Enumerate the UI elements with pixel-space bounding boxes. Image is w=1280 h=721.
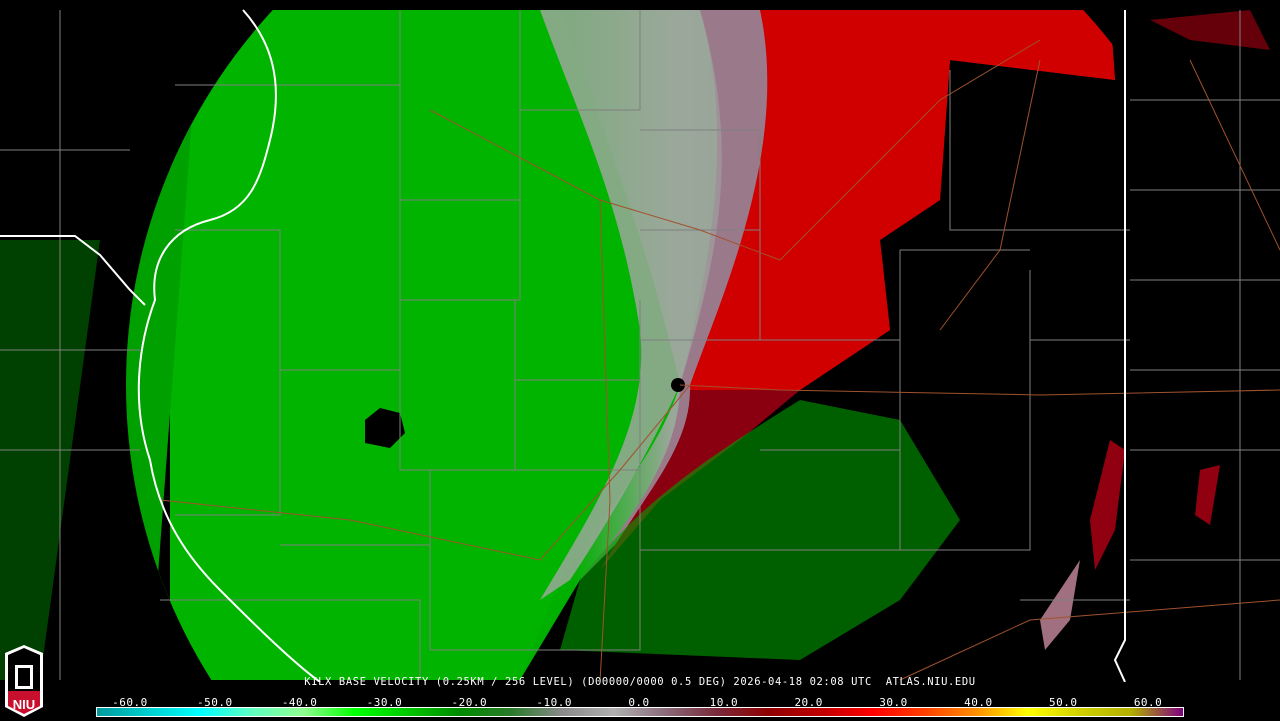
legend-tick-label: 0.0 <box>628 696 650 709</box>
legend-tick-label: -30.0 <box>366 696 403 709</box>
county-lines <box>0 10 1280 680</box>
legend-tick-label: 40.0 <box>964 696 993 709</box>
legend-tick-label: 30.0 <box>879 696 908 709</box>
legend-tick-label: 20.0 <box>794 696 823 709</box>
legend-tick-label: 10.0 <box>709 696 739 709</box>
legend-tick-label: -20.0 <box>451 696 488 709</box>
legend-tick-label: -40.0 <box>281 696 318 709</box>
inbound-region <box>130 10 680 680</box>
radar-site-marker <box>671 378 685 392</box>
inbound-speckle-region <box>560 400 960 660</box>
legend-tick-label: -50.0 <box>196 696 233 709</box>
radar-velocity-map[interactable] <box>0 0 1280 682</box>
outbound-region <box>690 10 1115 470</box>
velocity-color-scale <box>96 707 1184 717</box>
highways <box>159 39 1280 682</box>
legend-tick-label: -60.0 <box>112 696 148 709</box>
state-boundaries <box>0 9 1126 682</box>
legend-ticks: -60.0 -50.0 -40.0 -30.0 -20.0 -10.0 0.0 10.0 20.… <box>0 696 1280 709</box>
niu-tower-logo-icon: NIU <box>5 645 43 717</box>
niu-logo: NIU <box>3 645 45 717</box>
legend-tick-label: 60.0 <box>1133 696 1163 709</box>
logo-text: NIU <box>13 697 35 712</box>
product-caption: KILX BASE VELOCITY (0.25KM / 256 LEVEL) … <box>304 676 976 688</box>
legend-tick-label: 50.0 <box>1048 696 1078 709</box>
radar-echoes <box>126 10 1230 682</box>
legend-tick-label: -10.0 <box>536 696 572 709</box>
